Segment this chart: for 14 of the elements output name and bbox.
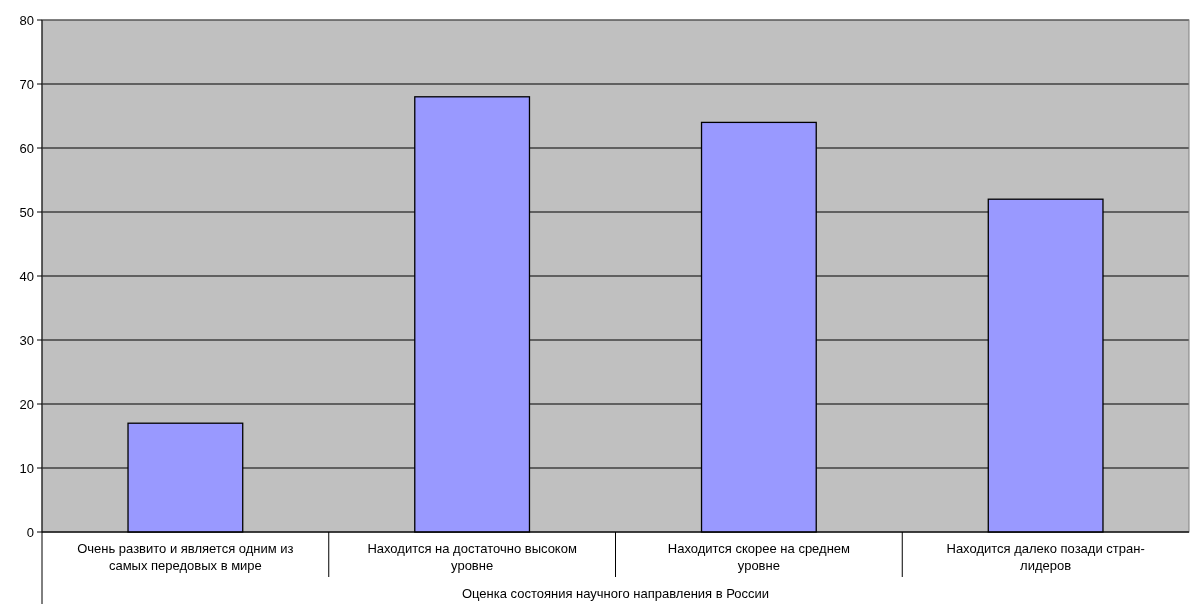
y-tick-label: 40: [19, 268, 34, 284]
y-tick-label: 30: [19, 332, 34, 348]
y-tick-label: 60: [19, 140, 34, 156]
x-axis-title: Оценка состояния научного направления в России: [461, 586, 770, 601]
y-tick-label: 70: [19, 76, 34, 92]
x-tick-label: Находится на достаточно высоком уровне: [367, 541, 577, 573]
x-tick-label: Находится далеко позади стран- лидеров: [946, 541, 1145, 573]
x-tick-label: Находится скорее на среднем уровне: [667, 541, 851, 573]
y-tick-label: 50: [19, 204, 34, 220]
y-tick-label: 80: [19, 12, 34, 28]
x-tick-label: Очень развито и является одним из самых передовых в мире: [77, 541, 294, 573]
y-tick-label: 0: [26, 524, 34, 540]
y-tick-label: 10: [19, 460, 34, 476]
y-tick-label: 20: [19, 396, 34, 412]
